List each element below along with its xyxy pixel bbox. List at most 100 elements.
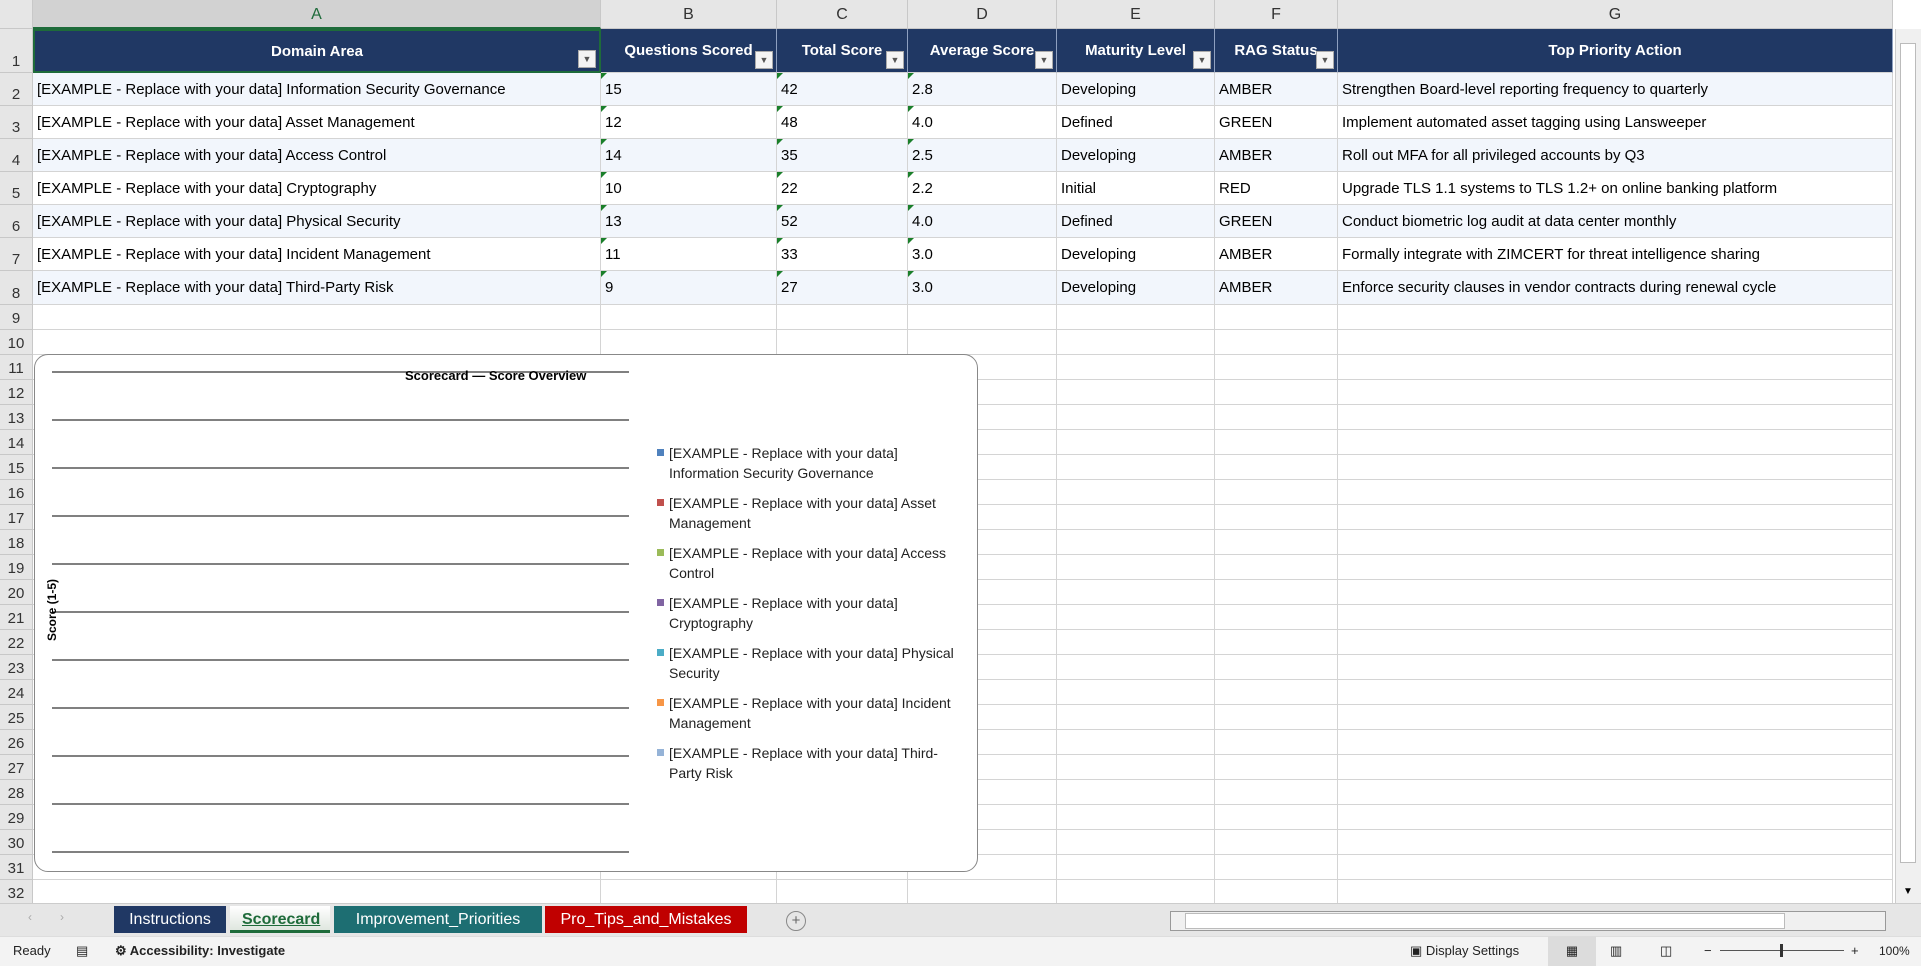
table-cell[interactable] xyxy=(1215,754,1338,780)
table-cell[interactable] xyxy=(1057,729,1215,755)
header-cell[interactable]: Total Score ▼ xyxy=(777,29,908,73)
table-row-3-cell[interactable]: 35 xyxy=(777,139,908,173)
table-cell[interactable] xyxy=(1057,629,1215,655)
table-row-5-cell[interactable]: Defined xyxy=(1057,205,1215,239)
scroll-thumb[interactable] xyxy=(1185,913,1785,929)
table-cell[interactable] xyxy=(1338,629,1893,655)
row-header-1[interactable]: 1 xyxy=(0,29,33,73)
table-cell[interactable] xyxy=(1338,454,1893,480)
table-cell[interactable] xyxy=(1215,704,1338,730)
table-cell[interactable] xyxy=(1338,779,1893,805)
table-row-1-cell[interactable]: AMBER xyxy=(1215,73,1338,107)
number-as-text-warning-icon[interactable] xyxy=(908,73,914,79)
column-header-b[interactable]: B xyxy=(601,0,777,29)
number-as-text-warning-icon[interactable] xyxy=(777,139,783,146)
table-row-5-cell[interactable]: 4.0 xyxy=(908,205,1057,239)
table-row-6-cell[interactable]: AMBER xyxy=(1215,238,1338,272)
row-header-7[interactable]: 7 xyxy=(0,238,33,272)
row-header-4[interactable]: 4 xyxy=(0,139,33,173)
table-cell[interactable] xyxy=(1215,304,1338,330)
table-cell[interactable] xyxy=(1057,654,1215,680)
row-header-18[interactable]: 18 xyxy=(0,529,33,555)
sheet-tab-improvement_priorities[interactable]: Improvement_Priorities xyxy=(334,906,542,933)
table-cell[interactable] xyxy=(1215,504,1338,530)
table-row-2-cell[interactable]: 4.0 xyxy=(908,106,1057,140)
header-cell[interactable]: Top Priority Action xyxy=(1338,29,1893,73)
table-row-1-cell[interactable]: 15 xyxy=(601,73,777,107)
table-row-7-cell[interactable]: 9 xyxy=(601,271,777,305)
table-cell[interactable] xyxy=(1338,829,1893,855)
filter-dropdown-icon[interactable]: ▼ xyxy=(1316,51,1334,69)
row-header-9[interactable]: 9 xyxy=(0,304,33,330)
filter-dropdown-icon[interactable]: ▼ xyxy=(1193,51,1211,69)
table-cell[interactable] xyxy=(1338,554,1893,580)
table-cell[interactable] xyxy=(1338,354,1893,380)
number-as-text-warning-icon[interactable] xyxy=(601,238,607,245)
scroll-tabs-left-icon[interactable]: ‹ xyxy=(28,910,32,924)
number-as-text-warning-icon[interactable] xyxy=(601,73,607,79)
table-cell[interactable] xyxy=(601,304,777,330)
table-row-3-cell[interactable]: AMBER xyxy=(1215,139,1338,173)
number-as-text-warning-icon[interactable] xyxy=(908,271,914,278)
table-row-5-cell[interactable]: [EXAMPLE - Replace with your data] Physi… xyxy=(33,205,601,239)
number-as-text-warning-icon[interactable] xyxy=(777,73,783,79)
table-row-4-cell[interactable]: 22 xyxy=(777,172,908,206)
row-header-17[interactable]: 17 xyxy=(0,504,33,530)
table-cell[interactable] xyxy=(777,304,908,330)
macro-record-icon[interactable]: ▤ xyxy=(76,943,89,958)
table-cell[interactable] xyxy=(1057,679,1215,705)
scroll-thumb[interactable] xyxy=(1900,43,1916,863)
table-cell[interactable] xyxy=(1338,729,1893,755)
score-chart[interactable]: Scorecard — Score Overview Score (1-5) [… xyxy=(34,354,978,872)
table-row-2-cell[interactable]: 12 xyxy=(601,106,777,140)
row-header-24[interactable]: 24 xyxy=(0,679,33,705)
table-cell[interactable] xyxy=(1338,604,1893,630)
table-cell[interactable] xyxy=(1338,679,1893,705)
table-cell[interactable] xyxy=(1057,854,1215,880)
table-row-3-cell[interactable]: [EXAMPLE - Replace with your data] Acces… xyxy=(33,139,601,173)
table-cell[interactable] xyxy=(1338,379,1893,405)
table-row-3-cell[interactable]: Developing xyxy=(1057,139,1215,173)
number-as-text-warning-icon[interactable] xyxy=(601,271,607,278)
table-row-6-cell[interactable]: 33 xyxy=(777,238,908,272)
add-sheet-button[interactable]: + xyxy=(786,911,806,931)
table-row-3-cell[interactable]: 14 xyxy=(601,139,777,173)
table-row-7-cell[interactable]: 27 xyxy=(777,271,908,305)
row-header-10[interactable]: 10 xyxy=(0,329,33,355)
table-row-1-cell[interactable]: [EXAMPLE - Replace with your data] Infor… xyxy=(33,73,601,107)
vertical-scrollbar[interactable]: ▼ xyxy=(1895,29,1921,903)
table-cell[interactable] xyxy=(1057,354,1215,380)
table-cell[interactable] xyxy=(1057,704,1215,730)
number-as-text-warning-icon[interactable] xyxy=(777,106,783,113)
page-layout-view-button[interactable]: ▥ xyxy=(1610,943,1623,958)
number-as-text-warning-icon[interactable] xyxy=(777,238,783,245)
table-cell[interactable] xyxy=(1057,779,1215,805)
row-header-6[interactable]: 6 xyxy=(0,205,33,239)
column-header-g[interactable]: G xyxy=(1338,0,1893,29)
table-cell[interactable] xyxy=(1057,479,1215,505)
table-cell[interactable] xyxy=(1215,604,1338,630)
row-header-11[interactable]: 11 xyxy=(0,354,33,380)
row-header-14[interactable]: 14 xyxy=(0,429,33,455)
table-cell[interactable] xyxy=(1215,779,1338,805)
table-cell[interactable] xyxy=(601,329,777,355)
table-row-6-cell[interactable]: 11 xyxy=(601,238,777,272)
table-cell[interactable] xyxy=(777,329,908,355)
table-cell[interactable] xyxy=(1338,704,1893,730)
table-cell[interactable] xyxy=(1338,804,1893,830)
table-cell[interactable] xyxy=(1338,654,1893,680)
table-cell[interactable] xyxy=(33,304,601,330)
table-row-1-cell[interactable]: Developing xyxy=(1057,73,1215,107)
number-as-text-warning-icon[interactable] xyxy=(601,139,607,146)
table-cell[interactable] xyxy=(1215,404,1338,430)
table-cell[interactable] xyxy=(1215,804,1338,830)
table-cell[interactable] xyxy=(908,304,1057,330)
table-cell[interactable] xyxy=(1215,479,1338,505)
table-cell[interactable] xyxy=(1057,829,1215,855)
header-cell[interactable]: Questions Scored ▼ xyxy=(601,29,777,73)
header-cell[interactable]: Maturity Level ▼ xyxy=(1057,29,1215,73)
table-row-2-cell[interactable]: [EXAMPLE - Replace with your data] Asset… xyxy=(33,106,601,140)
table-row-7-cell[interactable]: 3.0 xyxy=(908,271,1057,305)
table-cell[interactable] xyxy=(1215,329,1338,355)
table-cell[interactable] xyxy=(1215,554,1338,580)
